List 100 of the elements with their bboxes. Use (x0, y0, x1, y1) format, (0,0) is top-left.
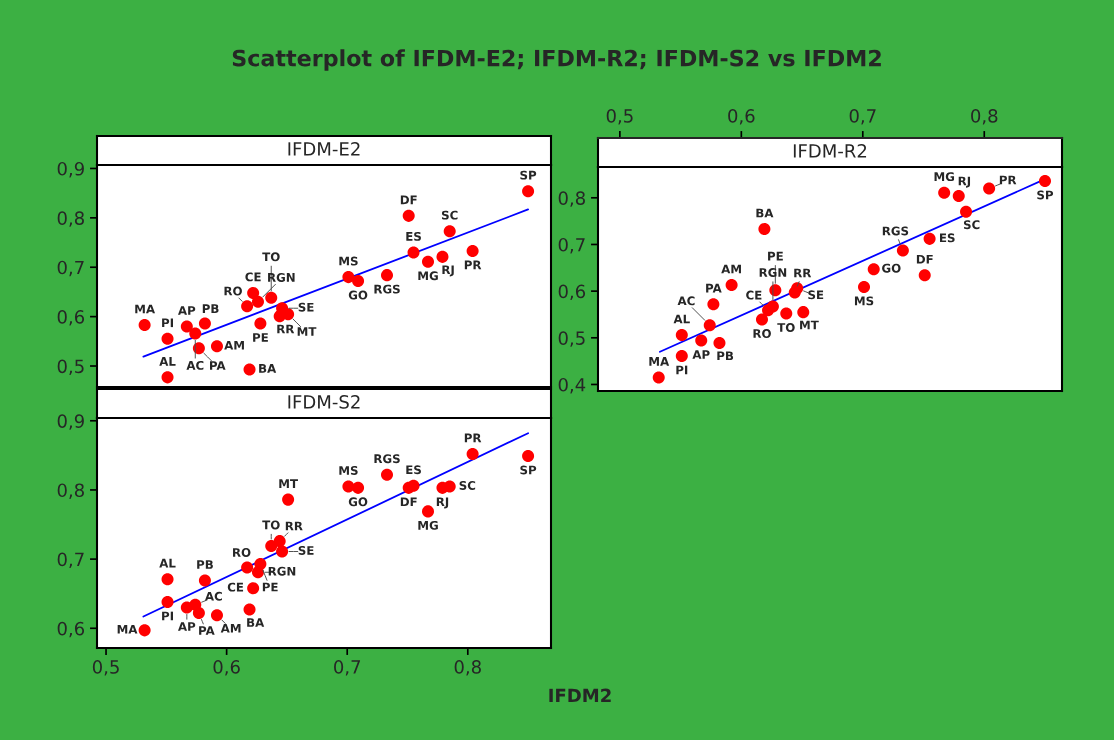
y-tick-label: 0,6 (57, 310, 85, 326)
chart-subtitle: IFDM-R2 (793, 144, 867, 158)
annotation: RGS (374, 284, 400, 294)
annotation: SE (808, 290, 824, 300)
annotation: RO (224, 286, 242, 296)
y-tick-label: 0,9 (57, 161, 84, 178)
y-tick-label: 0,4 (558, 377, 586, 394)
x-tick-label: 0,8 (454, 660, 481, 676)
annotation: RGN (268, 272, 295, 282)
annotation: RO (233, 548, 251, 557)
annotation: CE (245, 272, 261, 282)
annotation: SC (963, 220, 980, 230)
annotation: MT (800, 320, 819, 330)
annotation: MS (339, 465, 358, 475)
annotation: PA (706, 283, 722, 293)
annotation: GO (348, 290, 368, 300)
annotation: RR (277, 324, 295, 334)
y-tick-label: 0,8 (558, 191, 585, 207)
x-tick-label: 0,6 (213, 660, 240, 676)
annotation: AM (721, 264, 741, 274)
x-axis-title: IFDM2 (549, 688, 611, 702)
annotation: SE (298, 546, 314, 555)
y-tick-label: 0,6 (558, 284, 586, 301)
annotation: GO (882, 263, 901, 273)
annotation: ES (406, 465, 421, 475)
annotation: AC (204, 591, 222, 601)
x-tick-label: 0,5 (606, 109, 633, 125)
y-tick-label: 0,7 (558, 237, 585, 254)
annotation: SP (520, 465, 537, 475)
annotation: AP (178, 622, 196, 631)
annotation: PI (162, 611, 173, 621)
annotation: PA (199, 626, 215, 635)
annotation: BA (756, 208, 774, 218)
x-tick-label: 0,6 (728, 109, 755, 125)
annotation: BA (259, 364, 277, 373)
annotation: MG (934, 172, 955, 182)
annotation: TO (262, 520, 280, 530)
annotation: RO (753, 329, 771, 339)
annotation: PR (999, 175, 1017, 185)
annotation: MA (117, 625, 138, 634)
annotation: RJ (442, 265, 454, 277)
y-tick-label: 0,8 (57, 211, 84, 227)
annotation: AL (159, 357, 176, 366)
annotation: RGN (268, 566, 296, 576)
annotation: MG (418, 271, 438, 281)
annotation: CE (227, 582, 244, 592)
annotation: PA (210, 361, 226, 370)
annotation: PB (202, 304, 219, 313)
annotation: AM (220, 623, 241, 633)
annotation: PR (464, 260, 482, 270)
x-tick-label: 0,7 (849, 109, 876, 125)
annotation: GO (348, 497, 368, 507)
annotation: MT (279, 479, 298, 488)
y-tick-label: 0,9 (57, 414, 84, 430)
annotation: DF (400, 497, 417, 507)
y-tick-label: 0,5 (558, 331, 585, 347)
annotation: PR (464, 433, 482, 443)
annotation: RR (794, 268, 812, 278)
annotation: PB (197, 560, 213, 569)
chart-title: Scatterplot of IFDM-E2; IFDM-R2; IFDM-S2 vs IFDM2 (232, 49, 881, 71)
y-tick-label: 0,6 (57, 621, 85, 638)
annotation: ES (406, 231, 421, 241)
annotation: SC (459, 480, 476, 490)
annotation: BA (247, 618, 265, 627)
annotation: AL (673, 314, 690, 324)
annotation: RGS (882, 226, 909, 236)
x-tick-label: 0,7 (334, 660, 361, 676)
y-tick-label: 0,7 (57, 552, 84, 569)
annotation: AP (692, 350, 710, 359)
x-tick-label: 0,5 (92, 660, 119, 676)
annotation: AC (677, 296, 695, 306)
annotation: ES (940, 233, 955, 243)
annotation: AC (186, 360, 204, 370)
annotation: PI (676, 365, 688, 375)
annotation: RGS (374, 454, 400, 464)
annotation: PE (253, 333, 268, 342)
annotation: SE (298, 302, 314, 312)
annotation: PE (768, 251, 783, 261)
chart-subtitle: IFDM-E2 (288, 142, 360, 156)
annotation: PI (162, 318, 173, 328)
annotation: CE (746, 290, 762, 300)
annotation: MS (339, 256, 358, 266)
annotation: PE (262, 582, 278, 592)
annotation: AP (178, 306, 196, 315)
x-tick-label: 0,8 (971, 109, 998, 125)
annotation: SC (441, 210, 458, 220)
annotation: DF (916, 254, 933, 264)
y-tick-label: 0,5 (57, 359, 84, 375)
annotation: TO (262, 252, 280, 262)
annotation: RR (285, 521, 303, 531)
y-tick-label: 0,8 (57, 483, 84, 499)
annotation: AL (159, 558, 176, 568)
annotation: MG (418, 520, 438, 530)
annotation: SP (1037, 190, 1054, 200)
annotation: MS (854, 296, 874, 306)
annotation: PB (717, 351, 734, 361)
y-tick-label: 0,7 (57, 260, 84, 277)
annotation: MA (649, 357, 670, 366)
annotation: TO (777, 323, 795, 332)
annotation: RJ (958, 176, 971, 188)
